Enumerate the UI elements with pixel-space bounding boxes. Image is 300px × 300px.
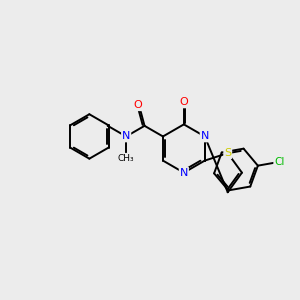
Text: O: O xyxy=(134,100,142,110)
Text: N: N xyxy=(201,131,209,142)
Text: S: S xyxy=(224,148,231,158)
Text: CH₃: CH₃ xyxy=(118,154,134,163)
Text: Cl: Cl xyxy=(274,158,285,167)
Text: N: N xyxy=(122,131,130,142)
Text: N: N xyxy=(180,168,188,178)
Text: O: O xyxy=(179,98,188,107)
